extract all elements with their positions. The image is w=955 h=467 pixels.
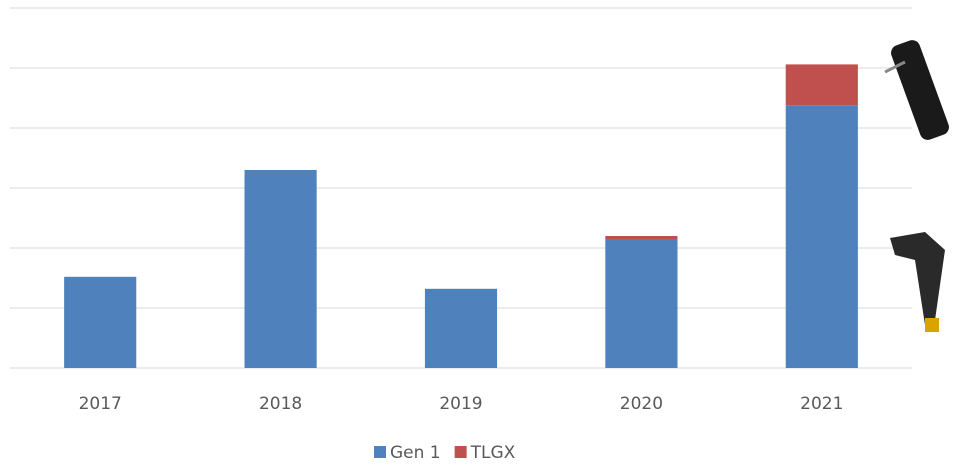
- bar-segment: [785, 105, 858, 368]
- torch-image-top: [884, 40, 949, 140]
- bar-segment: [64, 276, 137, 368]
- legend: Gen 1 TLGX: [374, 443, 516, 463]
- bar-segment: [605, 236, 678, 239]
- x-tick-label: 2020: [620, 394, 663, 414]
- bar-segment: [244, 170, 317, 368]
- legend-swatch: [374, 446, 386, 458]
- x-tick-label: 2021: [800, 394, 843, 414]
- legend-label: TLGX: [470, 443, 516, 463]
- x-tick-label: 2018: [259, 394, 302, 414]
- bar-segment: [605, 239, 678, 368]
- bar-segment: [424, 288, 498, 368]
- x-tick-label: 2019: [439, 394, 482, 414]
- torch-image-bottom: [890, 232, 945, 332]
- bar-segment: [785, 64, 858, 106]
- legend-label: Gen 1: [390, 443, 441, 463]
- x-tick-label: 2017: [79, 394, 122, 414]
- plot: 2017 2018 2019 2020 2021 Gen 1 TLGX: [10, 7, 912, 463]
- legend-swatch: [454, 446, 467, 458]
